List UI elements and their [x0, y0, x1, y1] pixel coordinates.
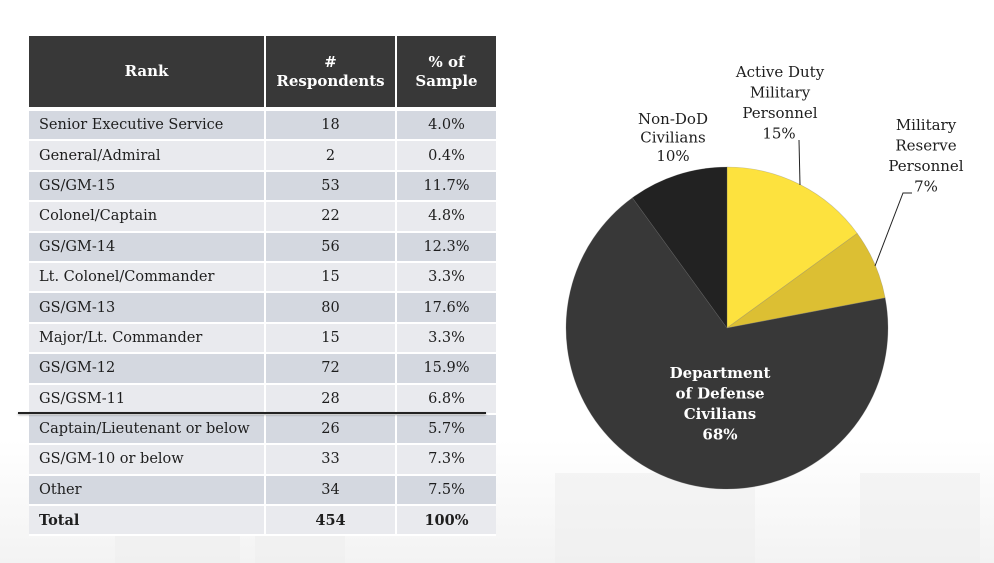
percent-cell: 0.4%	[397, 141, 496, 172]
respondents-cell: 2	[266, 141, 397, 172]
pie-label-line: Reserve	[895, 137, 956, 155]
header-percent-line2: Sample	[415, 71, 478, 90]
respondents-cell: 26	[266, 414, 397, 446]
table-row: Lt. Colonel/Commander 15 3.3%	[29, 262, 496, 294]
table-row: Captain/Lieutenant or below 26 5.7%	[29, 414, 496, 446]
header-respondents-line2: Respondents	[276, 71, 385, 90]
percent-cell: 3.3%	[397, 323, 496, 355]
table-row: Major/Lt. Commander 15 3.3%	[29, 323, 496, 355]
table-row: GS/GM-14 56 12.3%	[29, 232, 496, 263]
pie-label-line: 7%	[914, 178, 938, 196]
header-percent: % of Sample	[397, 36, 496, 111]
header-percent-line1: % of	[428, 52, 465, 71]
percent-cell: 11.7%	[397, 171, 496, 203]
respondents-cell: 18	[266, 111, 397, 142]
respondents-cell: 15	[266, 323, 397, 355]
table-row: Other 34 7.5%	[29, 475, 496, 507]
pie-label-active-duty-military-personnel: Active Duty Military Personnel 15%	[735, 63, 825, 143]
percent-cell: 15.9%	[397, 354, 496, 385]
pie-leader-lines	[798, 139, 912, 267]
rank-cell: GS/GM-13	[29, 293, 266, 324]
pie-label-non-dod-civilians: Non-DoD Civilians 10%	[638, 110, 708, 165]
respondents-cell: 80	[266, 293, 397, 324]
rank-cell: Other	[29, 475, 266, 507]
percent-cell: 7.3%	[397, 445, 496, 476]
rank-cell: Lt. Colonel/Commander	[29, 262, 266, 294]
pie-label-line: Military	[896, 116, 957, 134]
rank-cell: Senior Executive Service	[29, 111, 266, 142]
table-row: General/Admiral 2 0.4%	[29, 141, 496, 172]
pie-label-military-reserve-personnel: Military Reserve Personnel 7%	[888, 116, 963, 196]
rank-cell: GS/GM-15	[29, 171, 266, 203]
pie-label-department-of-defense-civilians: Department of Defense Civilians 68%	[670, 364, 771, 444]
table-row: GS/GM-15 53 11.7%	[29, 171, 496, 203]
table-row: GS/GM-10 or below 33 7.3%	[29, 445, 496, 476]
percent-cell: 7.5%	[397, 475, 496, 507]
rank-cell: Major/Lt. Commander	[29, 323, 266, 355]
respondents-cell: 72	[266, 354, 397, 385]
pie-label-line: Personnel	[888, 157, 963, 175]
leader-line-military-reserve	[874, 192, 912, 267]
pie-slice-military-reserve-personnel	[726, 232, 886, 329]
respondents-cell: 53	[266, 171, 397, 203]
rank-table: Rank # Respondents % of Sample Senior Exec…	[29, 36, 496, 537]
rank-cell: GS/GM-14	[29, 232, 266, 263]
rank-cell: Colonel/Captain	[29, 202, 266, 233]
rank-cell: Captain/Lieutenant or below	[29, 414, 266, 446]
pie-slice-department-of-defense-civilians	[565, 197, 889, 490]
header-respondents-line1: #	[324, 52, 337, 71]
pie-label-line: Civilians	[640, 129, 705, 147]
rank-cell: GS/GM-10 or below	[29, 445, 266, 476]
pie-slice-non-dod-civilians	[631, 166, 728, 329]
total-respondents-cell: 454	[266, 506, 397, 537]
pie-label-line: Department	[670, 364, 771, 382]
respondents-cell: 22	[266, 202, 397, 233]
percent-cell: 4.0%	[397, 111, 496, 142]
pie-label-line: Non-DoD	[638, 110, 708, 128]
table-body: Senior Executive Service 18 4.0% General/Ad…	[29, 111, 496, 537]
pie-slices	[565, 166, 889, 490]
table-row: GS/GM-13 80 17.6%	[29, 293, 496, 324]
percent-cell: 4.8%	[397, 202, 496, 233]
rank-cell: GS/GM-12	[29, 354, 266, 385]
respondents-cell: 28	[266, 384, 397, 415]
percent-cell: 5.7%	[397, 414, 496, 446]
leader-line-active-duty	[798, 139, 801, 186]
rank-cell: General/Admiral	[29, 141, 266, 172]
total-percent-cell: 100%	[397, 506, 496, 537]
table-row: GS/GM-12 72 15.9%	[29, 354, 496, 385]
respondents-cell: 15	[266, 262, 397, 294]
pie-label-line: 10%	[656, 147, 689, 165]
percent-cell: 12.3%	[397, 232, 496, 263]
table-row: Senior Executive Service 18 4.0%	[29, 111, 496, 142]
header-rank-label: Rank	[124, 62, 169, 80]
respondents-cell: 56	[266, 232, 397, 263]
background-panel	[860, 473, 980, 563]
pie-labels: Active Duty Military Personnel 15% Military R…	[638, 63, 964, 444]
pie-label-line: Military	[750, 84, 811, 102]
header-respondents: # Respondents	[266, 36, 397, 111]
divider-line	[18, 412, 486, 414]
table-header-row: Rank # Respondents % of Sample	[29, 36, 496, 111]
header-rank: Rank	[29, 36, 266, 111]
pie-label-line: Civilians	[684, 405, 757, 423]
percent-cell: 17.6%	[397, 293, 496, 324]
pie-label-line: Active Duty	[735, 63, 825, 81]
table-row: Colonel/Captain 22 4.8%	[29, 202, 496, 233]
respondents-cell: 34	[266, 475, 397, 507]
pie-label-line: 68%	[702, 426, 737, 444]
table-total-row: Total 454 100%	[29, 506, 496, 537]
pie-label-line: Personnel	[742, 104, 817, 122]
respondents-cell: 33	[266, 445, 397, 476]
pie-label-line: of Defense	[675, 385, 764, 403]
percent-cell: 3.3%	[397, 262, 496, 294]
pie-label-line: 15%	[762, 125, 795, 143]
total-label-cell: Total	[29, 506, 266, 537]
